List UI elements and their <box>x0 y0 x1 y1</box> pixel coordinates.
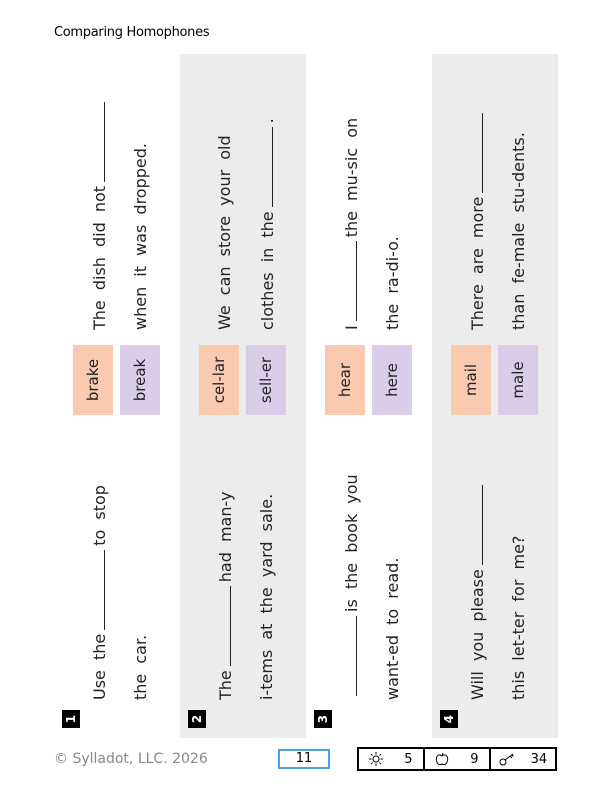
sentence-text: Will you please <box>468 569 487 700</box>
exercise-column: 3 is the book you want-ed to read. hear here… <box>306 54 432 738</box>
answer-blank <box>88 549 105 630</box>
sentence-text: than fe-male stu-dents. <box>509 132 528 330</box>
sentence-text: There are more <box>468 196 487 330</box>
sentence-line: when it was dropped. <box>130 143 152 330</box>
exercise-column: 2 The had man-y i-tems at the yard sale. cel… <box>180 54 306 738</box>
sentence-line: The had man-y <box>214 492 236 700</box>
sentence-text: . <box>258 118 277 124</box>
word-choice: here <box>372 345 412 415</box>
item-number: 3 <box>314 710 332 728</box>
stat-value: 9 <box>470 751 479 767</box>
sentence-line: We can store your old <box>214 135 236 330</box>
answer-blank <box>256 127 273 208</box>
sentence-line: i-tems at the yard sale. <box>256 494 278 700</box>
sun-icon <box>369 752 384 766</box>
word-choice: male <box>498 345 538 415</box>
sentence-text: The dish did not <box>90 185 109 330</box>
word-choice: sell-er <box>246 345 286 415</box>
stat: 9 <box>425 749 491 769</box>
sentence-text: had man-y <box>216 491 235 583</box>
word-choice: mail <box>451 345 491 415</box>
sentence-text: i-tems at the yard sale. <box>257 493 276 700</box>
sentence-line: want-ed to read. <box>382 558 404 700</box>
answer-blank <box>466 485 483 566</box>
rotated-exercise: 3 is the book you want-ed to read. hear here… <box>306 54 432 738</box>
exercise-column: 1 Use the to stop the car. brake break The dis… <box>54 54 180 738</box>
sentence-line: than fe-male stu-dents. <box>508 132 530 330</box>
answer-blank <box>340 616 357 696</box>
sentence-text: Use the <box>90 633 109 700</box>
sentence-text: when it was dropped. <box>131 143 150 330</box>
sentence-line: is the book you <box>340 474 362 700</box>
item-number: 1 <box>62 710 80 728</box>
sentence-line: clothes in the. <box>256 118 278 330</box>
stat-value: 5 <box>404 751 413 767</box>
item-number: 4 <box>440 710 458 728</box>
sentence-text: want-ed to read. <box>383 557 402 700</box>
rotated-exercise: 4 Will you please this let-ter for me? mail… <box>432 54 558 738</box>
sentence-line: this let-ter for me? <box>508 536 530 700</box>
sentence-text: is the book you <box>342 474 361 612</box>
sentence-text: the mu-sic on <box>342 117 361 238</box>
stat: 34 <box>491 749 555 769</box>
word-choice: cel-lar <box>199 345 239 415</box>
sentence-line: the ra-di-o. <box>382 236 404 330</box>
stat-value: 34 <box>530 751 548 767</box>
stats-box: 5 9 34 <box>357 747 557 771</box>
rotated-exercise: 1 Use the to stop the car. brake break The dis… <box>54 54 180 738</box>
word-choice: hear <box>325 345 365 415</box>
answer-blank <box>466 112 483 193</box>
word-choice: break <box>120 345 160 415</box>
item-number: 2 <box>188 710 206 728</box>
sentence-text: the car. <box>131 634 150 700</box>
sentence-text: to stop <box>90 485 109 546</box>
sentence-text: I <box>342 325 361 330</box>
sentence-line: Will you please <box>466 481 488 700</box>
sentence-text: the ra-di-o. <box>383 236 402 330</box>
sentence-line: Use the to stop <box>88 485 110 700</box>
rotated-exercise: 2 The had man-y i-tems at the yard sale. cel… <box>180 54 306 738</box>
apple-icon <box>436 752 449 766</box>
page-title: Comparing Homophones <box>54 25 210 40</box>
copyright: © Sylladot, LLC. 2026 <box>54 751 208 767</box>
sentence-text: clothes in the <box>258 211 277 330</box>
sentence-text: The <box>216 670 235 700</box>
answer-blank <box>340 241 357 322</box>
word-choice: brake <box>73 345 113 415</box>
stat: 5 <box>359 749 425 769</box>
sentence-text: We can store your old <box>215 135 234 330</box>
page-number: 11 <box>278 749 330 769</box>
key-icon <box>499 753 514 766</box>
sentence-line: The dish did not <box>88 98 110 330</box>
sentence-text: this let-ter for me? <box>509 535 528 700</box>
sentence-line: There are more <box>466 109 488 330</box>
exercise-column: 4 Will you please this let-ter for me? mail… <box>432 54 558 738</box>
sentence-line: Ithe mu-sic on <box>340 118 362 330</box>
answer-blank <box>214 586 231 667</box>
answer-blank <box>88 101 105 182</box>
sentence-line: the car. <box>130 635 152 700</box>
